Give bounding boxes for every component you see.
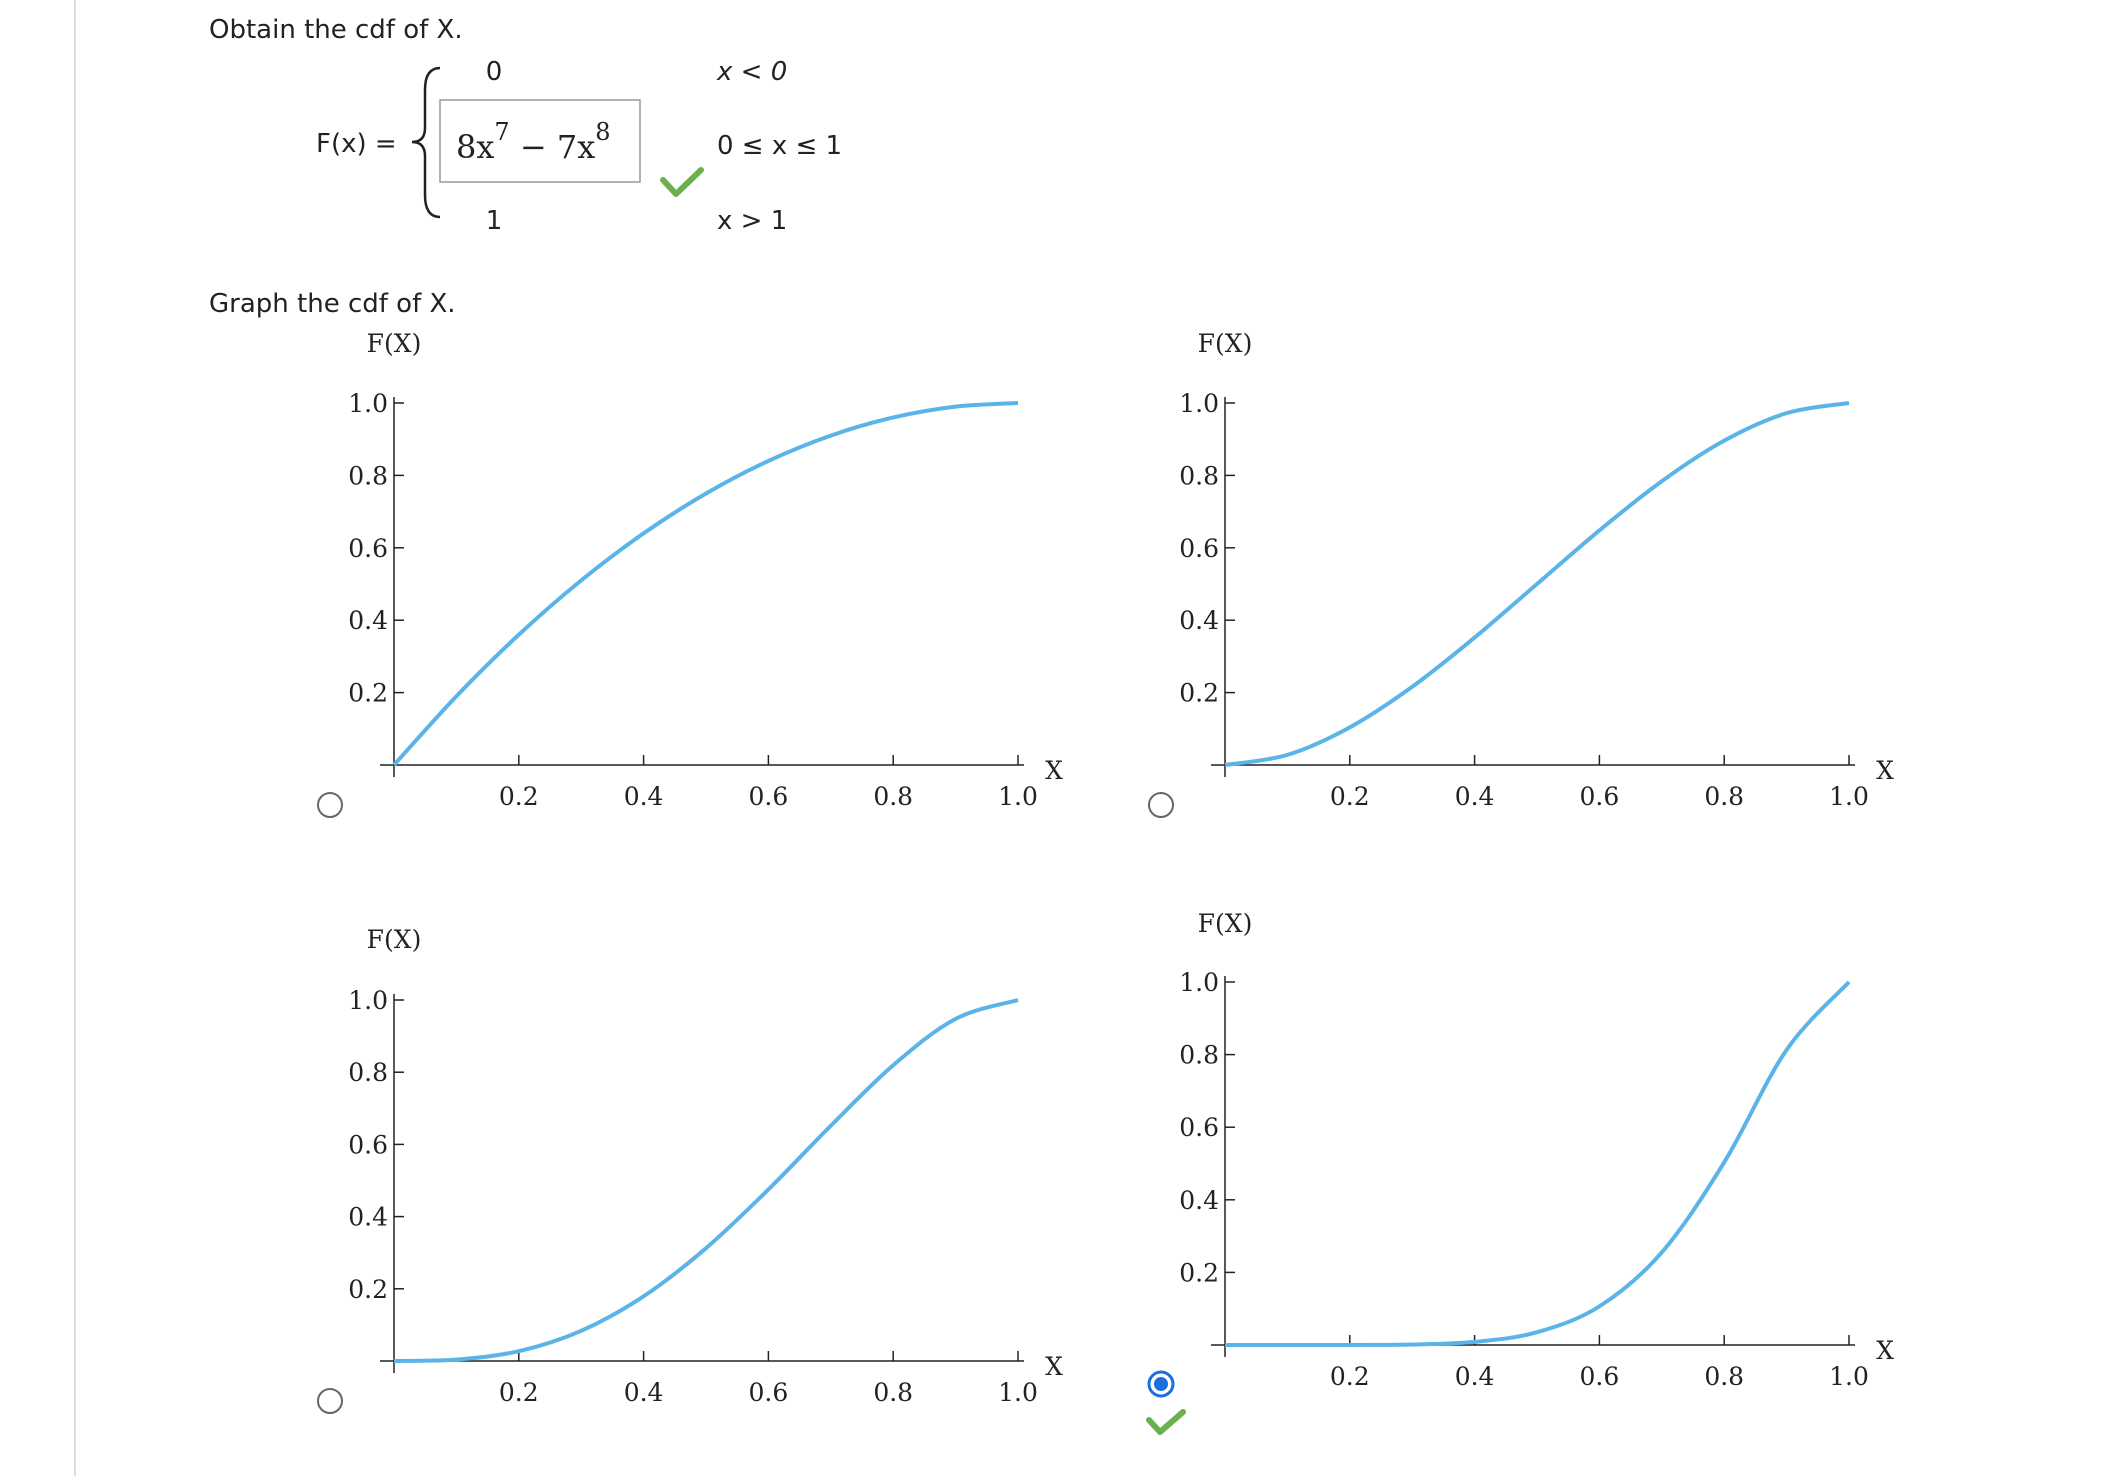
x-tick-label: 0.6	[1580, 1362, 1620, 1391]
brace	[411, 66, 441, 219]
x-tick-label: 0.6	[1580, 782, 1620, 811]
x-tick-label: 0.4	[624, 782, 664, 811]
y-tick-label: 0.4	[348, 606, 388, 635]
x-tick-label: 0.6	[749, 782, 789, 811]
x-tick-label: 0.2	[499, 1378, 539, 1407]
radio-circle[interactable]	[1148, 792, 1174, 818]
x-axis-title: X	[1045, 756, 1063, 785]
case-condition: x < 0	[716, 57, 787, 87]
x-tick-label: 1.0	[1829, 782, 1869, 811]
term: − 7x	[510, 128, 596, 166]
radio-option[interactable]	[1147, 1370, 1175, 1398]
radio-circle[interactable]	[317, 792, 343, 818]
question: Obtain the cdf of X.	[209, 15, 463, 45]
x-tick-label: 0.8	[1704, 1362, 1744, 1391]
y-tick-label: 0.4	[1179, 606, 1219, 635]
cdf-curve	[1224, 980, 1851, 1348]
y-tick-label: 1.0	[1179, 389, 1219, 418]
cdf-curve	[1224, 401, 1850, 767]
case-condition: x > 1	[717, 206, 787, 236]
x-tick-label: 0.4	[1455, 1362, 1495, 1391]
correct-check	[660, 167, 704, 197]
x-axis-title: X	[1876, 756, 1894, 785]
case-value: 0	[486, 57, 503, 87]
y-tick-label: 0.8	[1179, 461, 1219, 490]
formula-lhs: F(x) =	[316, 129, 397, 159]
y-tick-label: 0.8	[1179, 1041, 1219, 1070]
cdf-curve	[393, 998, 1019, 1363]
case-value: 1	[486, 206, 503, 236]
x-tick-label: 0.2	[499, 782, 539, 811]
y-tick-label: 1.0	[348, 389, 388, 418]
exponent: 8	[595, 118, 610, 146]
radio-option[interactable]	[317, 1388, 343, 1414]
radio-option[interactable]	[317, 792, 343, 818]
y-axis-title: F(X)	[1198, 329, 1253, 358]
x-tick-label: 1.0	[998, 1378, 1038, 1407]
radio-dot	[1154, 1377, 1168, 1391]
y-axis-title: F(X)	[367, 329, 422, 358]
cdf-curve	[392, 401, 1019, 767]
correct-check	[1146, 1409, 1186, 1435]
x-tick-label: 0.4	[1455, 782, 1495, 811]
y-tick-label: 0.4	[1179, 1186, 1219, 1215]
cdf-chart: F(X) X 0.2 0.4 0.6 0.8 1.0 0.2 0.4 0.6 0.8 1.0	[348, 329, 1063, 811]
x-tick-label: 0.4	[624, 1378, 664, 1407]
x-tick-label: 0.6	[749, 1378, 789, 1407]
exponent: 7	[494, 118, 509, 146]
y-tick-label: 0.2	[348, 1275, 388, 1304]
x-tick-label: 0.8	[873, 1378, 913, 1407]
cdf-chart: F(X) X 0.2 0.4 0.6 0.8 1.0 0.2 0.4 0.6 0.8 1.0	[1179, 909, 1894, 1391]
x-axis-title: X	[1876, 1336, 1894, 1365]
x-axis-title: X	[1045, 1352, 1063, 1381]
y-tick-label: 0.6	[1179, 1113, 1219, 1142]
y-tick-label: 0.6	[348, 534, 388, 563]
case-condition: 0 ≤ x ≤ 1	[717, 131, 842, 161]
y-tick-label: 0.6	[1179, 534, 1219, 563]
cdf-chart: F(X) X 0.2 0.4 0.6 0.8 1.0 0.2 0.4 0.6 0.8 1.0	[348, 925, 1063, 1407]
y-tick-label: 0.2	[348, 679, 388, 708]
cdf-chart: F(X) X 0.2 0.4 0.6 0.8 1.0 0.2 0.4 0.6 0.8 1.0	[1179, 329, 1894, 811]
radio-circle[interactable]	[317, 1388, 343, 1414]
y-tick-label: 0.8	[348, 461, 388, 490]
y-axis-title: F(X)	[1198, 909, 1253, 938]
x-tick-label: 1.0	[1829, 1362, 1869, 1391]
x-tick-label: 0.8	[873, 782, 913, 811]
y-tick-label: 0.6	[348, 1130, 388, 1159]
y-tick-label: 1.0	[1179, 968, 1219, 997]
y-tick-label: 0.2	[1179, 679, 1219, 708]
term: 8x	[456, 128, 494, 166]
answer-box[interactable]	[439, 99, 641, 183]
y-tick-label: 0.2	[1179, 1258, 1219, 1287]
radio-option[interactable]	[1148, 792, 1174, 818]
y-tick-label: 0.8	[348, 1058, 388, 1087]
x-tick-label: 0.2	[1330, 1362, 1370, 1391]
x-tick-label: 0.2	[1330, 782, 1370, 811]
y-tick-label: 0.4	[348, 1203, 388, 1232]
y-axis-title: F(X)	[367, 925, 422, 954]
y-tick-label: 1.0	[348, 986, 388, 1015]
answer-expression: 8x7 − 7x8	[456, 118, 611, 166]
x-tick-label: 1.0	[998, 782, 1038, 811]
graph-prompt: Graph the cdf of X.	[209, 289, 456, 319]
x-tick-label: 0.8	[1704, 782, 1744, 811]
